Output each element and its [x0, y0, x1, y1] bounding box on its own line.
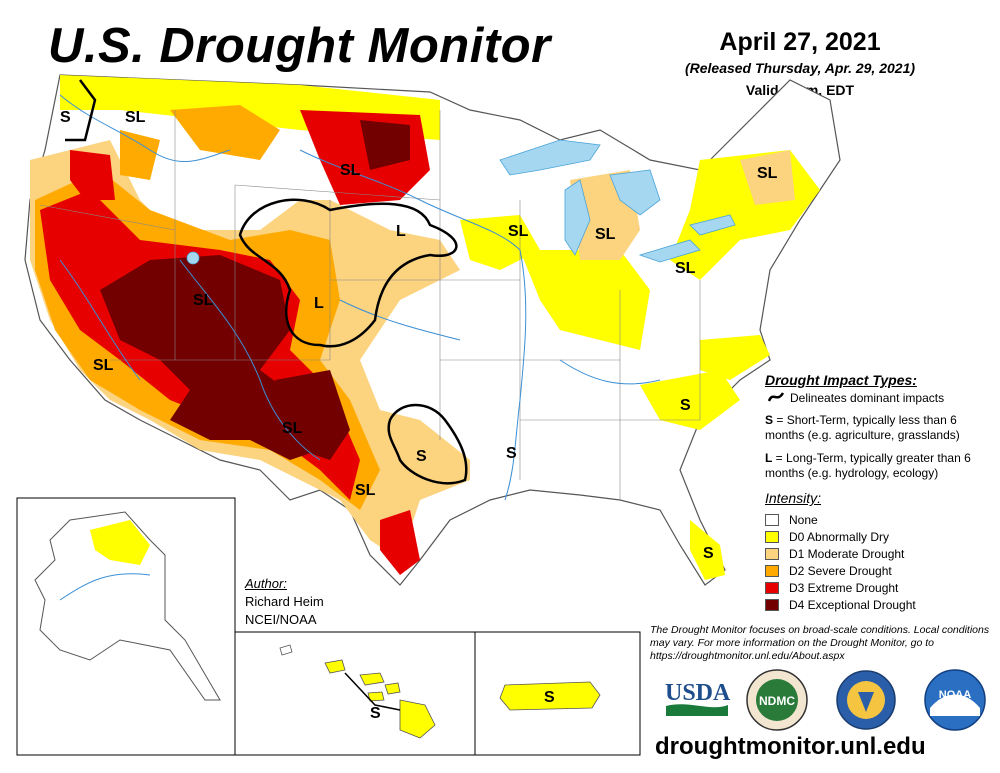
label-co-l: L	[314, 295, 324, 312]
release-date: (Released Thursday, Apr. 29, 2021)	[684, 60, 916, 76]
legend-label-d2: D2 Severe Drought	[789, 563, 892, 578]
legend-label-d4: D4 Exceptional Drought	[789, 597, 916, 612]
swatch-d3	[765, 581, 779, 594]
legend-label-d1: D1 Moderate Drought	[789, 546, 905, 561]
d4-areas	[100, 120, 410, 460]
label-sc-s: S	[680, 397, 691, 414]
swatch-d0	[765, 530, 779, 543]
legend-row-none: None	[765, 512, 818, 527]
label-sw-sl: SL	[193, 292, 214, 309]
label-pnw-s: S	[60, 109, 71, 126]
intensity-title: Intensity:	[765, 490, 822, 506]
legend-label-none: None	[789, 512, 818, 527]
impact-labels: S SL SL L L SL SL SL SL S S SL SL SL SL …	[60, 109, 778, 562]
impact-boundaries	[65, 79, 468, 485]
legend-row-d4: D4 Exceptional Drought	[765, 597, 916, 612]
usda-logo: USDA	[665, 680, 731, 716]
map-title: U.S. Drought Monitor	[48, 19, 551, 73]
hawaii-islands	[279, 644, 436, 739]
label-midwest-sl: SL	[508, 223, 529, 240]
hawaii-inset-frame	[234, 631, 476, 756]
label-fl-s: S	[703, 545, 714, 562]
label-ca-sl: SL	[93, 357, 114, 374]
label-montana-sl: SL	[340, 162, 361, 179]
impact-short-key: S	[765, 413, 774, 427]
swatch-none	[765, 513, 779, 526]
map-date: April 27, 2021	[719, 28, 881, 56]
impact-short-text: = Short-Term, typically less than 6 mont…	[765, 413, 960, 442]
hawaii-boundary	[344, 672, 401, 711]
legend-row-d1: D1 Moderate Drought	[765, 546, 904, 561]
rivers	[59, 94, 661, 501]
disclaimer-note: The Drought Monitor focuses on broad-sca…	[650, 624, 990, 662]
impact-long-text: = Long-Term, typically greater than 6 mo…	[765, 451, 971, 480]
swatch-d2	[765, 564, 779, 577]
website-link[interactable]: droughtmonitor.unl.edu	[655, 733, 926, 760]
great-lakes	[186, 139, 736, 265]
usda-logo-text: USDA	[665, 680, 731, 706]
ndmc-logo: NDMC	[746, 669, 808, 731]
label-hi-s: S	[370, 705, 381, 722]
legend-label-d0: D0 Abnormally Dry	[789, 529, 890, 544]
impact-types-title: Drought Impact Types:	[765, 372, 917, 388]
legend-row-d2: D2 Severe Drought	[765, 563, 892, 578]
swatch-d4	[765, 598, 779, 611]
label-ne-sl: SL	[757, 165, 778, 182]
label-mi-sl: SL	[595, 226, 616, 243]
impact-long-key: L	[765, 451, 773, 465]
alaska-shape	[34, 511, 221, 701]
label-tx-sl: SL	[355, 482, 376, 499]
label-nm-sl: SL	[282, 420, 303, 437]
label-wy-l: L	[396, 223, 406, 240]
impact-dominant-text: Delineates dominant impacts	[790, 391, 945, 405]
author-org: NCEI/NOAA	[245, 612, 317, 627]
alaska-d0	[90, 520, 150, 565]
noaa-logo: NOAA	[924, 669, 986, 731]
state-lines	[39, 110, 701, 500]
impact-long-term: L = Long-Term, typically greater than 6 …	[765, 451, 990, 481]
commerce-logo	[836, 670, 896, 730]
label-ny-sl: SL	[675, 260, 696, 277]
noaa-logo-text: NOAA	[939, 689, 971, 701]
label-pnw-sl: SL	[125, 109, 146, 126]
legend-row-d3: D3 Extreme Drought	[765, 580, 898, 595]
author-title: Author:	[245, 576, 287, 591]
label-ar-s: S	[506, 445, 517, 462]
alaska-river	[59, 573, 151, 601]
impact-line-icon	[767, 392, 785, 402]
legend-row-d0: D0 Abnormally Dry	[765, 529, 889, 544]
author-name: Richard Heim	[245, 594, 324, 609]
swatch-d1	[765, 547, 779, 560]
legend-label-d3: D3 Extreme Drought	[789, 580, 899, 595]
puerto-rico-shape	[499, 681, 601, 711]
impact-short-term: S = Short-Term, typically less than 6 mo…	[765, 413, 990, 443]
ndmc-logo-text: NDMC	[759, 694, 795, 708]
label-pr-s: S	[544, 689, 555, 706]
label-tx-s: S	[416, 448, 427, 465]
